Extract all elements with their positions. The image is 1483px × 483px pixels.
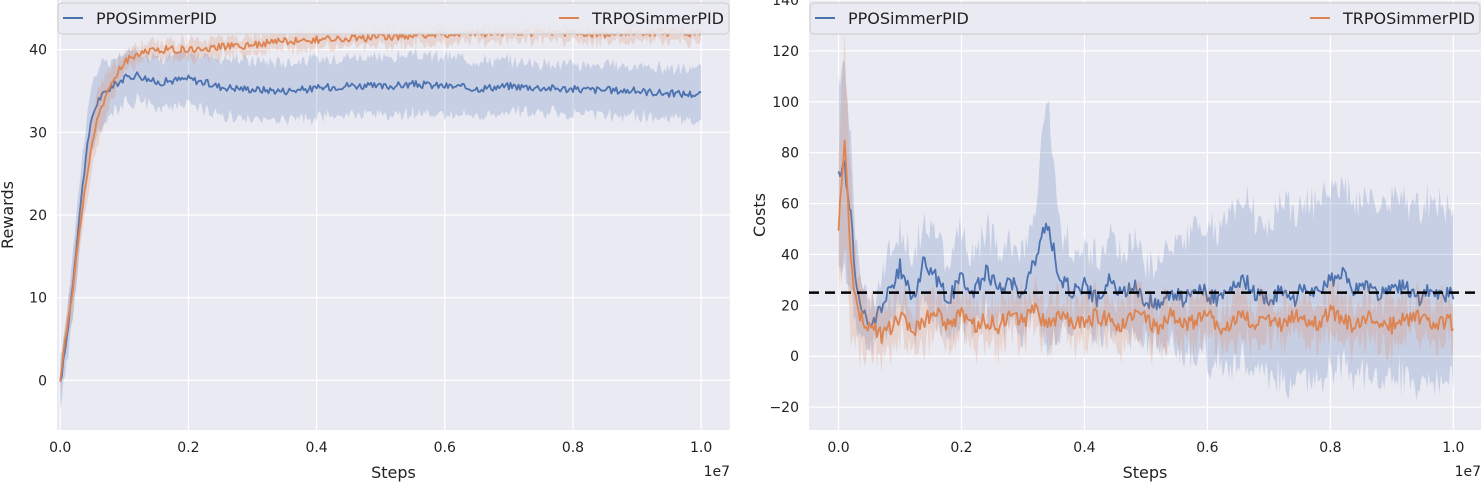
x-tick-label: 0.8 [1319, 440, 1341, 456]
y-tick-label: 40 [29, 43, 47, 59]
series-line [59, 71, 702, 382]
series-line [837, 160, 1455, 327]
legend-entry: PPOSimmerPID [96, 9, 217, 28]
x-tick-label: 1.0 [690, 440, 712, 456]
x-tick-label: 0.4 [305, 440, 327, 456]
x-tick-label: 0.2 [950, 440, 972, 456]
x-tick-label: 0.8 [562, 440, 584, 456]
x-tick-label: 0.2 [177, 440, 199, 456]
y-axis-label: Rewards [0, 181, 17, 249]
legend: PPOSimmerPID TRPOSimmerPID [809, 2, 1481, 35]
x-multiplier-label: 1e7 [1455, 464, 1481, 480]
legend-box [809, 2, 1481, 35]
legend-box [57, 2, 730, 35]
rewards-chart: 0 10 20 30 40 0.0 0.2 0.4 0.6 0.8 1.0 1e7 Steps Rewar… [0, 0, 730, 482]
y-tick-label: −20 [769, 400, 799, 416]
y-tick-label: 140 [772, 0, 799, 9]
legend-entry: PPOSimmerPID [848, 9, 969, 28]
y-tick-label: 60 [781, 197, 799, 213]
costs-chart: −20 0 20 40 60 80 100 120 140 0.0 0.2 0.4 0.6 0.8 1.0 1… [750, 0, 1481, 482]
y-tick-label: 120 [772, 44, 799, 60]
legend-entry: TRPOSimmerPID [1342, 9, 1475, 28]
y-tick-label: 30 [29, 125, 47, 141]
series-band [60, 47, 702, 411]
x-multiplier-label: 1e7 [704, 464, 730, 480]
legend-entry: TRPOSimmerPID [591, 9, 724, 28]
y-tick-label: 10 [29, 291, 47, 307]
series-line [837, 139, 1455, 344]
x-tick-label: 0.6 [1196, 440, 1218, 456]
legend: PPOSimmerPID TRPOSimmerPID [57, 2, 730, 35]
x-axis-label: Steps [371, 463, 416, 482]
y-tick-label: 40 [781, 247, 799, 263]
y-tick-label: 20 [29, 208, 47, 224]
x-tick-label: 0.0 [49, 440, 71, 456]
y-tick-label: 0 [790, 349, 799, 365]
x-tick-label: 0.4 [1073, 440, 1095, 456]
plot-area [809, 0, 1481, 430]
x-tick-label: 1.0 [1442, 440, 1464, 456]
x-tick-label: 0.0 [827, 440, 849, 456]
y-tick-label: 100 [772, 95, 799, 111]
y-axis-label: Costs [750, 193, 769, 237]
series-band [838, 31, 1454, 374]
x-tick-label: 0.6 [434, 440, 456, 456]
y-tick-label: 0 [38, 373, 47, 389]
y-tick-label: 80 [781, 146, 799, 162]
y-tick-label: 20 [781, 298, 799, 314]
x-axis-label: Steps [1123, 463, 1168, 482]
